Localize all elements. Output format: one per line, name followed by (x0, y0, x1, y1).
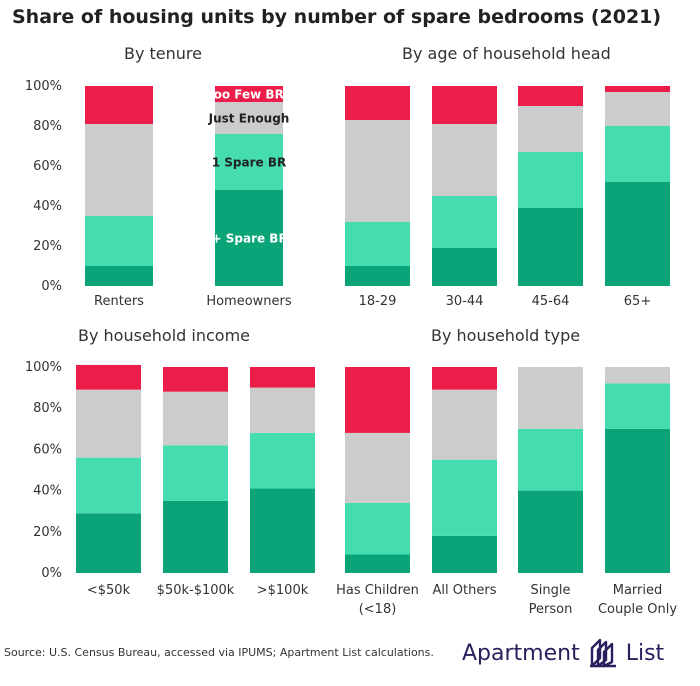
category-label: 18-29 (359, 294, 397, 309)
panel-title-age: By age of household head (402, 44, 611, 63)
bar-segment-two_plus (518, 208, 583, 286)
logo-word-list: List (625, 640, 665, 666)
y-tick-label: 60% (33, 442, 62, 457)
panel-title-income: By household income (78, 326, 250, 345)
series-label-just_enough: Just Enough (208, 112, 290, 126)
apartment-list-logo: Apartment List (462, 636, 664, 670)
bar-segment-one_spare (215, 134, 283, 190)
y-tick-label: 60% (33, 159, 62, 174)
y-tick-label: 100% (25, 79, 62, 94)
bar-segment-two_plus (76, 513, 141, 573)
bar-segment-too_few (215, 86, 283, 102)
y-tick-label: 80% (33, 119, 62, 134)
series-label-one_spare: 1 Spare BR (212, 156, 286, 170)
y-tick-label: 40% (33, 484, 62, 499)
category-label: Couple Only (598, 602, 677, 617)
y-tick-label: 40% (33, 199, 62, 214)
bar-segment-two_plus (85, 266, 153, 286)
category-label: Person (529, 602, 573, 617)
category-label: Renters (94, 294, 144, 309)
bar-segment-just_enough (432, 389, 497, 460)
bar-segment-too_few (85, 86, 153, 124)
category-label: $50k-$100k (157, 583, 235, 598)
bar-segment-one_spare (432, 459, 497, 536)
logo-word-apartment: Apartment (462, 640, 580, 666)
bar-segment-too_few (76, 364, 141, 390)
bar-segment-one_spare (605, 126, 670, 182)
bar-segment-just_enough (605, 92, 670, 126)
logo-mark-icon (589, 638, 616, 668)
bar-segment-one_spare (85, 216, 153, 266)
bar-segment-too_few (432, 86, 497, 124)
bar-segment-two_plus (605, 182, 670, 286)
bar-segment-one_spare (76, 457, 141, 514)
y-tick-label: 0% (41, 566, 62, 581)
series-label-too_few: Too Few BRs (207, 88, 291, 102)
category-label: Homeowners (206, 294, 292, 309)
bar-segment-one_spare (518, 428, 583, 491)
category-label: All Others (433, 583, 497, 598)
bar-segment-just_enough (250, 387, 315, 433)
bar-segment-just_enough (432, 124, 497, 196)
bar-segment-too_few (605, 86, 670, 92)
bar-segment-just_enough (85, 124, 153, 216)
bar-segment-just_enough (518, 367, 583, 429)
category-label: (<18) (359, 602, 397, 617)
bar-segment-one_spare (250, 432, 315, 489)
series-label-two_plus: 2+ Spare BRs (203, 232, 295, 246)
bar-segment-two_plus (432, 535, 497, 573)
category-label: <$50k (87, 583, 131, 598)
bar-segment-two_plus (250, 488, 315, 573)
bar-segment-one_spare (345, 502, 410, 555)
bar-segment-two_plus (163, 500, 228, 573)
panel-title-tenure: By tenure (124, 44, 202, 63)
bar-segment-one_spare (518, 152, 583, 208)
bar-segment-two_plus (345, 266, 410, 286)
category-label: Single (531, 583, 571, 598)
category-label: Married (613, 583, 663, 598)
bar-segment-just_enough (518, 106, 583, 152)
category-label: Has Children (336, 583, 419, 598)
bar-segment-too_few (345, 86, 410, 120)
bar-segment-two_plus (605, 428, 670, 573)
category-label: 30-44 (446, 294, 484, 309)
y-tick-label: 100% (25, 360, 62, 375)
bar-segment-two_plus (215, 190, 283, 286)
bar-segment-too_few (518, 86, 583, 106)
bar-segment-just_enough (345, 432, 410, 503)
panel-title-type: By household type (431, 326, 581, 345)
bar-segment-one_spare (163, 445, 228, 501)
bar-segment-one_spare (432, 196, 497, 248)
bar-segment-just_enough (163, 391, 228, 446)
y-tick-label: 0% (41, 279, 62, 294)
bar-segment-too_few (163, 367, 228, 392)
source-note: Source: U.S. Census Bureau, accessed via… (4, 646, 434, 659)
bar-segment-too_few (345, 367, 410, 433)
bar-segment-too_few (250, 367, 315, 388)
bar-segment-just_enough (345, 120, 410, 222)
category-label: 65+ (624, 294, 651, 309)
bar-segment-two_plus (518, 490, 583, 573)
bar-segment-two_plus (345, 554, 410, 573)
bar-segment-two_plus (432, 248, 497, 286)
chart-title: Share of housing units by number of spar… (12, 6, 662, 28)
category-label: 45-64 (532, 294, 570, 309)
bar-segment-one_spare (345, 222, 410, 266)
bar-segment-just_enough (76, 389, 141, 458)
bar-segment-too_few (432, 367, 497, 390)
bar-segment-just_enough (215, 102, 283, 134)
y-tick-label: 20% (33, 525, 62, 540)
y-tick-label: 20% (33, 239, 62, 254)
category-label: >$100k (257, 583, 309, 598)
bar-segment-just_enough (605, 367, 670, 384)
y-tick-label: 80% (33, 401, 62, 416)
bar-segment-one_spare (605, 383, 670, 429)
